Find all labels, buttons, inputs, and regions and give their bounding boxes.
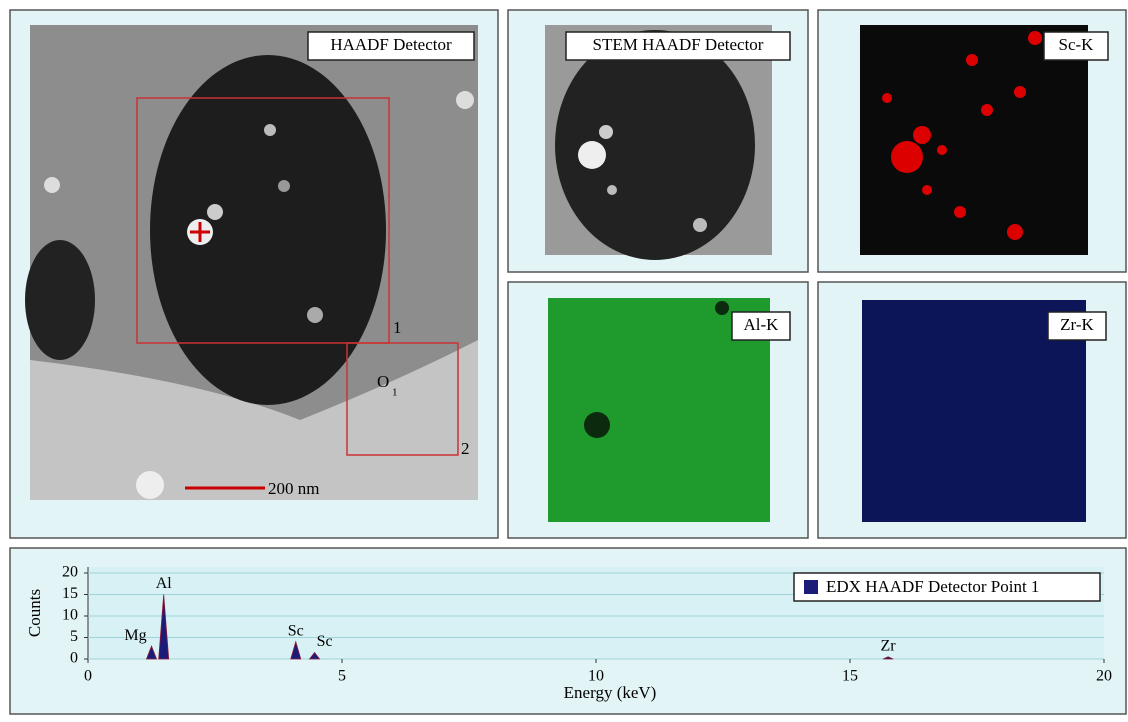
y-tick-label: 5 <box>70 628 78 645</box>
peak-label: Sc <box>317 633 333 650</box>
peak-label: Zr <box>881 638 897 655</box>
annotation: 1 <box>393 318 402 337</box>
panel-label: STEM HAADF Detector <box>593 35 764 54</box>
x-tick-label: 5 <box>338 668 346 685</box>
legend-swatch <box>804 580 818 594</box>
y-axis-label: Counts <box>25 589 44 637</box>
panel-label: HAADF Detector <box>330 35 452 54</box>
panel-label: Sc-K <box>1059 35 1095 54</box>
legend-label: EDX HAADF Detector Point 1 <box>826 577 1039 596</box>
scale-label: 200 nm <box>268 479 319 498</box>
x-tick-label: 15 <box>842 668 858 685</box>
annotation: 1 <box>392 387 398 399</box>
y-tick-label: 10 <box>62 607 78 624</box>
x-tick-label: 20 <box>1096 668 1112 685</box>
y-tick-label: 20 <box>62 564 78 581</box>
x-tick-label: 0 <box>84 668 92 685</box>
x-axis-label: Energy (keV) <box>564 683 657 702</box>
peak-label: Al <box>156 575 173 592</box>
x-tick-label: 10 <box>588 668 604 685</box>
annotation: O <box>377 372 389 391</box>
panel-label: Al-K <box>744 315 780 334</box>
panel-label: Zr-K <box>1060 315 1094 334</box>
figure: HAADF Detector STEM HAADF Detector Sc-K … <box>0 0 1128 717</box>
haadf-image <box>25 25 478 500</box>
peak-label: Sc <box>288 622 304 639</box>
peak-label: Mg <box>124 627 146 644</box>
annotation: 2 <box>461 439 470 458</box>
y-tick-label: 0 <box>70 650 78 667</box>
y-tick-label: 15 <box>62 585 78 602</box>
